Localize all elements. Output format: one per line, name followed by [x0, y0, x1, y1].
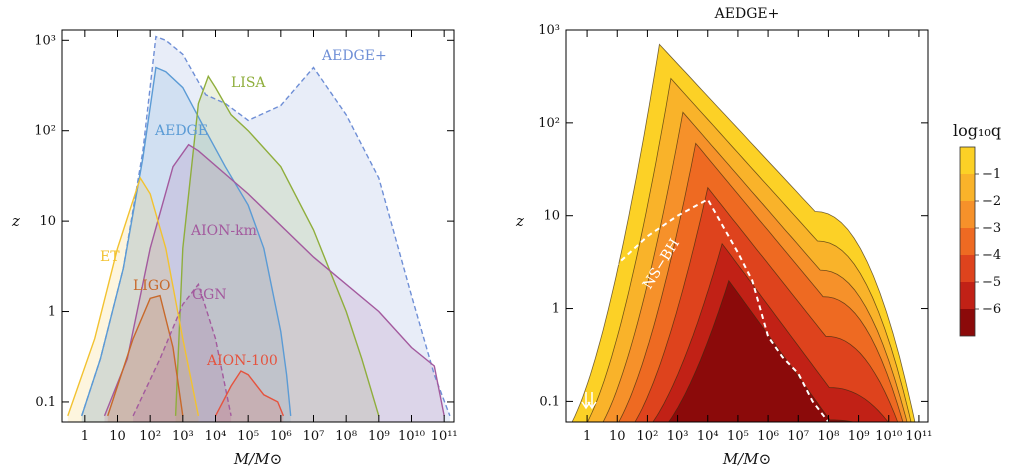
x-tick-label: 10⁶ — [757, 429, 779, 444]
label-aion-100: AION-100 — [206, 353, 278, 369]
left-plot-frame — [61, 29, 455, 423]
colorbar-tick-label: −3 — [982, 221, 1001, 236]
colorbar-swatch — [960, 255, 975, 282]
y-tick-label: 1 — [552, 302, 560, 317]
area-aedge — [81, 67, 291, 422]
x-tick-label: 10¹⁰ — [875, 429, 902, 444]
y-tick-label: 10² — [538, 116, 560, 131]
colorbar-swatch — [960, 228, 975, 255]
left-y-axis-label: z — [11, 212, 20, 230]
colorbar-tick-label: −6 — [982, 302, 1001, 317]
x-tick-label: 10 — [109, 429, 126, 444]
colorbar-swatch — [960, 174, 975, 201]
x-tick-label: 10⁵ — [727, 429, 749, 444]
x-tick-label: 10³ — [172, 429, 194, 444]
x-tick-label: 10⁴ — [697, 429, 719, 444]
line-aedge — [81, 66, 292, 417]
x-tick-label: 10⁸ — [818, 429, 840, 444]
colorbar-tick-label: −2 — [982, 194, 1001, 209]
y-tick-label: 10³ — [34, 33, 56, 48]
y-tick-label: 10 — [543, 209, 560, 224]
line-ggn — [132, 282, 232, 417]
left-x-axis-label: M/M⊙ — [233, 450, 282, 468]
colorbar: log₁₀q −1 −2 −3 −4 −5 −6 — [953, 121, 1001, 337]
label-lisa: LISA — [231, 75, 266, 91]
x-tick-label: 10 — [609, 429, 626, 444]
line-lisa — [174, 74, 380, 417]
right-x-axis-label: M/M⊙ — [722, 450, 771, 468]
y-tick-label: 10 — [39, 214, 56, 229]
area-ggn — [133, 284, 232, 422]
x-tick-label: 10⁴ — [205, 429, 227, 444]
label-ggn: GGN — [192, 287, 227, 303]
x-tick-label: 10⁸ — [335, 429, 357, 444]
left-y-ticks: 0.1 1 10 10² 10³ — [34, 33, 454, 410]
colorbar-frame — [959, 146, 976, 337]
y-tick-label: 10³ — [538, 23, 560, 38]
y-tick-label: 1 — [48, 305, 56, 320]
label-et: ET — [100, 249, 120, 265]
x-tick-label: 10⁷ — [303, 429, 325, 444]
x-tick-label: 10¹⁰ — [398, 429, 425, 444]
x-tick-label: 10¹¹ — [431, 429, 458, 444]
x-tick-label: 10³ — [667, 429, 689, 444]
right-contours — [566, 43, 920, 422]
colorbar-swatch — [960, 309, 975, 336]
x-tick-label: 10¹¹ — [905, 429, 932, 444]
x-tick-label: 1 — [583, 429, 591, 444]
arrow-icons — [581, 392, 597, 410]
colorbar-tick-label: −4 — [982, 248, 1001, 263]
label-ligo: LIGO — [133, 278, 171, 294]
x-tick-label: 10² — [637, 429, 659, 444]
x-tick-label: 1 — [81, 429, 89, 444]
colorbar-tick-label: −5 — [982, 275, 1001, 290]
area-ligo — [107, 295, 183, 422]
area-lisa — [175, 76, 379, 422]
label-aion-km: AION-km — [190, 223, 257, 239]
line-aion-km — [103, 143, 445, 417]
colorbar-swatches — [959, 146, 976, 337]
x-tick-label: 10⁶ — [270, 429, 292, 444]
x-tick-label: 10⁷ — [787, 429, 809, 444]
line-et — [67, 176, 200, 417]
x-tick-label: 10² — [139, 429, 161, 444]
colorbar-ticks: −1 −2 −3 −4 −5 −6 — [975, 167, 1001, 317]
x-tick-label: 10⁵ — [237, 429, 259, 444]
y-tick-label: 10² — [34, 124, 56, 139]
label-aedge: AEDGE — [154, 123, 208, 139]
ns-bh-line — [570, 198, 830, 422]
right-y-axis-label: z — [515, 212, 524, 230]
y-tick-label: 0.1 — [35, 395, 56, 410]
colorbar-title: log₁₀q — [953, 121, 1001, 140]
colorbar-swatch — [960, 282, 975, 309]
left-x-ticks: 1 10 10² 10³ 10⁴ 10⁵ 10⁶ 10⁷ 10⁸ 10⁹ 10¹⁰ 10¹¹ — [81, 30, 458, 444]
label-aedge-plus: AEDGE+ — [321, 48, 387, 64]
right-y-ticks: 0.1 1 10 10² 10³ — [538, 23, 928, 409]
x-tick-label: 10⁹ — [368, 429, 390, 444]
left-chart: 1 10 10² 10³ 10⁴ 10⁵ 10⁶ 10⁷ 10⁸ 10⁹ 10¹⁰ 10¹¹ 0.1 1… — [11, 29, 458, 468]
right-x-ticks: 1 10 10² 10³ 10⁴ 10⁵ 10⁶ 10⁷ 10⁸ 10⁹ 10¹⁰ 10¹¹ — [583, 30, 932, 444]
colorbar-swatch — [960, 201, 975, 228]
left-plot-areas — [67, 35, 451, 422]
right-chart-title: AEDGE+ — [714, 6, 780, 22]
area-aion-100 — [215, 371, 284, 422]
right-plot-frame — [565, 29, 929, 423]
line-aion-100 — [214, 370, 285, 417]
line-ligo — [107, 294, 184, 417]
area-et — [67, 178, 199, 422]
x-tick-label: 10⁹ — [848, 429, 870, 444]
y-tick-label: 0.1 — [539, 394, 560, 409]
colorbar-swatch — [960, 147, 975, 174]
right-chart: AEDGE+ 1 10 10² 10³ 10⁴ 10⁵ 10⁶ 10⁷ 10⁸ 10⁹ 10¹⁰ 10… — [515, 6, 932, 468]
colorbar-tick-label: −1 — [982, 167, 1001, 182]
